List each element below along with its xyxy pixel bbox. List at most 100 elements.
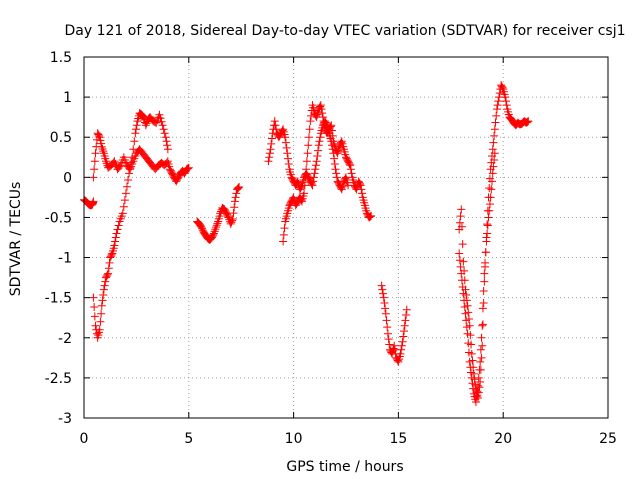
data-point [182,165,191,174]
data-point [495,89,504,98]
data-point [92,329,101,338]
data-point [162,137,171,146]
data-point [461,309,470,318]
data-point [522,118,531,127]
data-point [479,286,488,295]
data-point [138,111,147,120]
data-point [212,221,221,230]
data-point [297,196,306,205]
data-point [481,248,490,257]
data-point [492,111,501,120]
data-point [314,141,323,150]
data-point [491,118,500,127]
data-point [98,296,107,305]
data-point [492,105,501,114]
data-point [463,329,472,338]
data-point [365,213,374,222]
data-point [476,357,485,366]
data-point [485,184,494,193]
data-point [402,305,411,314]
data-point [97,301,106,310]
data-point [211,225,220,234]
data-point [477,333,486,342]
data-point [141,121,150,130]
data-point [228,216,237,225]
data-point [341,174,350,183]
data-point [455,256,464,265]
data-point [105,258,114,267]
data-point [97,309,106,318]
data-point [457,222,466,231]
data-point [160,129,169,138]
data-point [468,379,477,388]
data-point [317,105,326,114]
data-point [95,131,104,140]
data-point [272,125,281,134]
data-point [301,173,310,182]
data-point [302,165,311,174]
data-point [378,285,387,294]
data-point [227,218,236,227]
data-point [115,162,124,171]
data-point [379,289,388,298]
data-point [304,133,313,142]
data-point [200,228,209,237]
data-point [198,224,207,233]
data-point [473,387,482,396]
x-tick-label: 5 [184,431,193,447]
data-point [400,321,409,330]
data-point [267,139,276,148]
data-point [479,299,488,308]
data-point [231,193,240,202]
x-tick-label: 20 [494,431,512,447]
data-point [397,341,406,350]
data-point [383,323,392,332]
data-point [337,138,346,147]
data-point [111,233,120,242]
data-point [397,345,406,354]
data-point [114,221,123,230]
data-point [483,220,492,229]
data-point [467,373,476,382]
data-point [159,125,168,134]
data-point [314,146,323,155]
data-point [485,206,494,215]
data-point [478,341,487,350]
data-point [332,147,341,156]
data-point [90,157,99,166]
data-point [464,348,473,357]
data-point [132,121,141,130]
data-point [384,335,393,344]
data-point [488,169,497,178]
data-point [472,392,481,401]
data-point [474,388,483,397]
y-tick-label: -2 [58,331,72,347]
data-point [458,240,467,249]
data-point [355,180,364,189]
data-point [456,262,465,271]
data-point [402,311,411,320]
data-point [493,101,502,110]
data-point [163,141,172,150]
data-point [318,109,327,118]
data-point [232,189,241,198]
data-point [401,316,410,325]
data-point [483,221,492,230]
data-point [488,177,497,186]
data-point [139,112,148,121]
data-point [120,196,129,205]
axis-ticks: 0 5 10 15 20 25 -3 -2.5 -2 -1.5 -1 -0.5 0 0.5 1 1.5 [45,50,617,447]
data-point [131,129,140,138]
data-point [311,165,320,174]
data-point [212,223,221,232]
data-point [228,215,237,224]
data-point [466,363,475,372]
data-point [97,142,106,151]
y-tick-label: 1 [63,90,72,106]
data-point [112,229,121,238]
data-point [151,118,160,127]
data-point [270,117,279,126]
data-point [365,212,374,221]
data-point [330,154,339,163]
data-point [486,193,495,202]
